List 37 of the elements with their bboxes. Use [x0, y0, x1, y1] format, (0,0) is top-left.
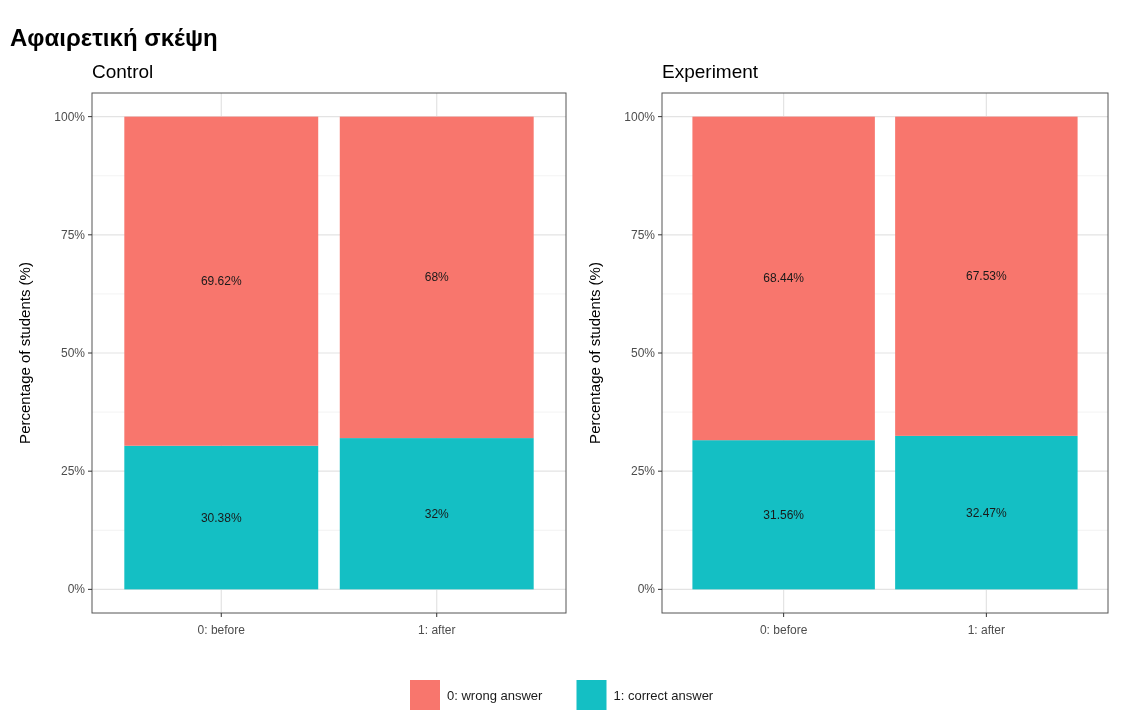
data-label: 30.38%: [200, 510, 242, 525]
y-tick-label: 50%: [630, 346, 656, 360]
y-tick-label: 25%: [630, 464, 656, 479]
y-tick-label: 25%: [60, 464, 86, 479]
y-axis-title: Percentage of students (%): [586, 262, 603, 444]
data-label: 31.56%: [763, 507, 805, 522]
y-tick-label: 75%: [630, 227, 656, 242]
chart-title: Control: [92, 61, 154, 82]
y-tick-label: 0%: [637, 582, 656, 597]
bar: [895, 116, 1078, 436]
y-tick-label: 75%: [60, 227, 86, 242]
legend-label: 1: correct answer: [613, 688, 714, 703]
data-label: 32.47%: [966, 505, 1008, 520]
text: Αφαιρετική σκέψη: [10, 24, 218, 51]
bar: [895, 435, 1078, 590]
legend-label: 0: wrong answer: [447, 688, 544, 703]
data-label: 68.44%: [763, 271, 805, 286]
chart-title: Experiment: [662, 61, 759, 82]
bar: [124, 445, 319, 590]
x-tick-label: 1: after: [967, 623, 1006, 637]
bar: [339, 438, 534, 590]
bar: [692, 440, 875, 590]
y-tick-label: 0%: [67, 582, 86, 597]
data-label: 32%: [424, 506, 450, 521]
x-tick-label: 0: before: [759, 623, 808, 637]
bar: [339, 116, 534, 439]
y-axis-title: Percentage of students (%): [16, 262, 33, 444]
bar: [692, 116, 875, 441]
y-tick-label: 100%: [54, 109, 86, 124]
bar: [124, 116, 319, 446]
y-tick-label: 50%: [60, 346, 86, 360]
x-tick-label: 0: before: [197, 623, 246, 637]
y-tick-label: 100%: [624, 109, 656, 124]
x-tick-label: 1: after: [418, 623, 456, 637]
data-label: 67.53%: [966, 269, 1008, 284]
data-label: 68%: [424, 270, 450, 285]
data-label: 69.62%: [200, 274, 242, 289]
